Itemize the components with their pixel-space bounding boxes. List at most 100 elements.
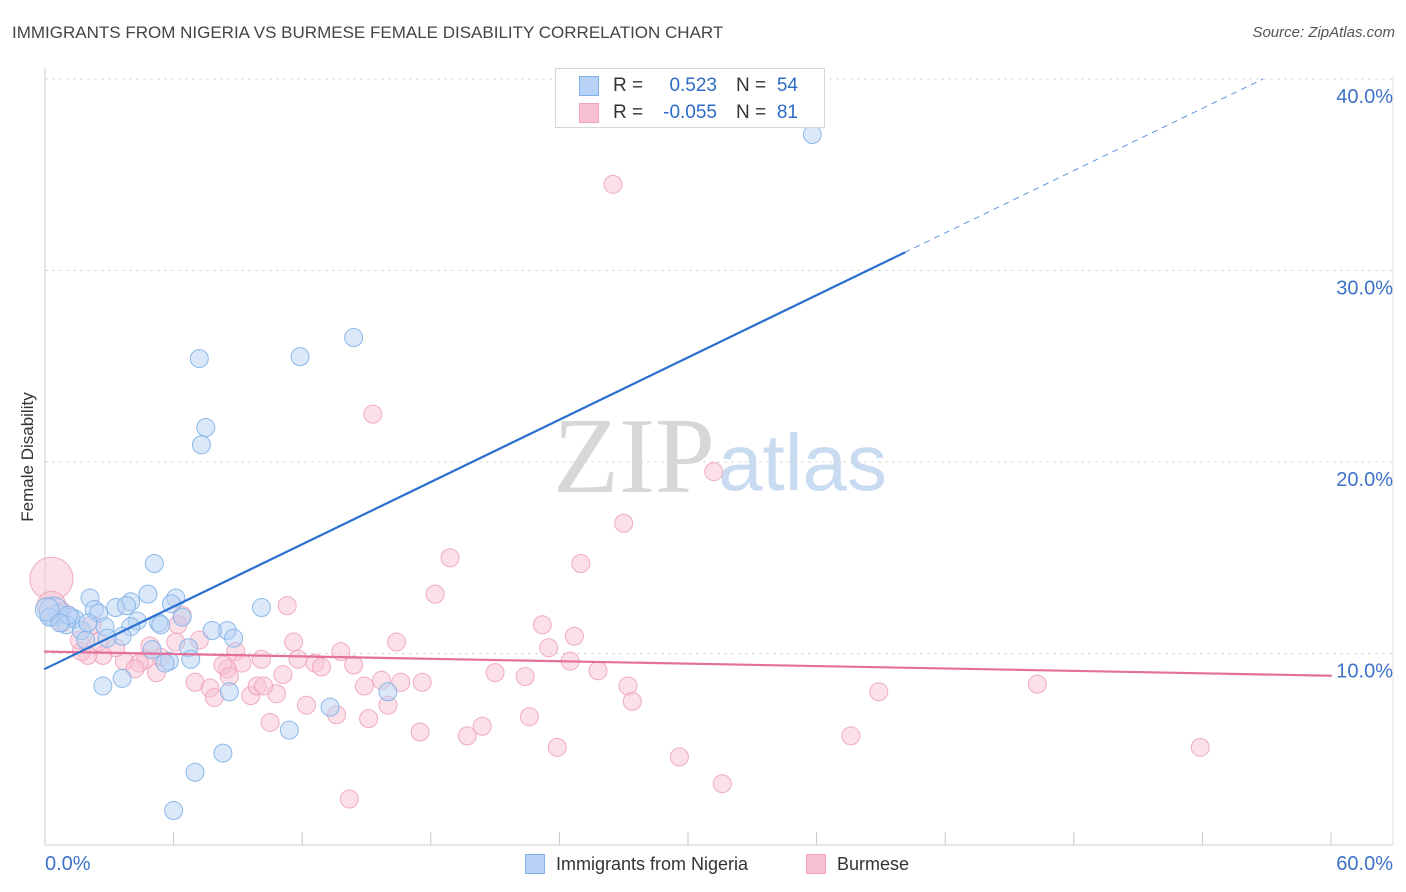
- immigrants-from-nigeria-point: [290, 347, 310, 367]
- burmese-point: [712, 774, 732, 794]
- burmese-point: [273, 665, 293, 685]
- immigrants-from-nigeria-point: [164, 801, 184, 821]
- legend-n-value-nigeria: 54: [776, 75, 798, 96]
- burmese-point: [472, 716, 492, 736]
- immigrants-from-nigeria-point: [219, 682, 239, 702]
- burmese-point: [547, 737, 567, 757]
- legend-row-burmese: R = -0.055 N = 81: [556, 100, 824, 127]
- series-legend-label-nigeria: Immigrants from Nigeria: [556, 854, 749, 874]
- burmese-point: [425, 584, 445, 604]
- immigrants-from-nigeria-point: [251, 598, 271, 618]
- immigrants-from-nigeria-point: [151, 615, 171, 635]
- series-legend-label-burmese: Burmese: [837, 854, 910, 874]
- burmese-point: [588, 661, 608, 681]
- y-axis-title: Female Disability: [18, 392, 37, 522]
- legend-swatch-nigeria: [579, 76, 599, 96]
- immigrants-from-nigeria-point: [112, 668, 132, 688]
- legend-n-label: N =: [736, 102, 767, 123]
- legend-row-nigeria: R = 0.523 N = 54: [556, 73, 824, 100]
- y-tick-label: 10.0%: [1336, 661, 1393, 683]
- x-tick-label-min: 0.0%: [45, 853, 91, 875]
- immigrants-from-nigeria-point: [802, 125, 822, 145]
- burmese-point: [260, 712, 280, 732]
- burmese-point: [339, 789, 359, 809]
- y-tick-label: 30.0%: [1336, 278, 1393, 300]
- immigrants-from-nigeria-point: [116, 596, 136, 616]
- burmese-trend-line: [43, 650, 1333, 677]
- immigrants-from-nigeria-point: [213, 743, 233, 763]
- legend-r-value-burmese: -0.055: [663, 102, 717, 123]
- burmese-point: [571, 553, 591, 573]
- immigrants-from-nigeria-point: [196, 418, 216, 438]
- burmese-point: [410, 722, 430, 742]
- chart-title: IMMIGRANTS FROM NIGERIA VS BURMESE FEMAL…: [12, 23, 724, 42]
- x-tick-label-max: 60.0%: [1336, 853, 1393, 875]
- axes: 0.0% 60.0%: [44, 68, 1394, 875]
- burmese-point: [614, 513, 634, 533]
- y-tick-label: 40.0%: [1336, 86, 1393, 108]
- burmese-point: [296, 695, 316, 715]
- burmese-point: [485, 663, 505, 683]
- burmese-point: [284, 632, 304, 652]
- burmese-point: [603, 174, 623, 194]
- legend-n-value-burmese: 81: [776, 102, 798, 123]
- burmese-point: [1190, 737, 1210, 757]
- burmese-point: [539, 638, 559, 658]
- burmese-point: [363, 404, 383, 424]
- burmese-point: [412, 672, 432, 692]
- gridlines: 10.0% 20.0% 30.0% 40.0%: [45, 78, 1393, 683]
- burmese-point: [622, 691, 642, 711]
- legend-swatch-burmese: [579, 103, 599, 123]
- legend-r-label: R =: [613, 75, 644, 96]
- immigrants-from-nigeria-point: [344, 328, 364, 348]
- y-tick-label: 20.0%: [1336, 469, 1393, 491]
- immigrants-from-nigeria-point: [185, 762, 205, 782]
- immigrants-from-nigeria-point: [202, 621, 222, 641]
- burmese-point: [532, 615, 552, 635]
- immigrants-from-nigeria-trend-line: [43, 251, 906, 670]
- burmese-point: [841, 726, 861, 746]
- immigrants-from-nigeria-point: [78, 613, 98, 633]
- burmese-point: [515, 666, 535, 686]
- burmese-point: [391, 672, 411, 692]
- immigrants-from-nigeria-trend-line-extension: [904, 78, 1264, 254]
- immigrants-from-nigeria-point: [224, 628, 244, 648]
- burmese-point: [311, 657, 331, 677]
- burmese-point: [457, 726, 477, 746]
- immigrants-from-nigeria-point: [279, 720, 299, 740]
- immigrants-from-nigeria-point: [181, 649, 201, 669]
- immigrants-from-nigeria-point: [155, 653, 175, 673]
- burmese-point: [288, 649, 308, 669]
- immigrants-from-nigeria-point: [378, 682, 398, 702]
- immigrants-from-nigeria-points: [34, 125, 822, 821]
- burmese-point: [277, 596, 297, 616]
- immigrants-from-nigeria-point: [93, 676, 113, 696]
- burmese-point: [440, 548, 460, 568]
- burmese-point: [869, 682, 889, 702]
- immigrants-from-nigeria-point: [189, 349, 209, 369]
- immigrants-from-nigeria-point: [320, 697, 340, 717]
- burmese-point: [1027, 674, 1047, 694]
- legend-n-label: N =: [736, 75, 767, 96]
- legend-r-value-nigeria: 0.523: [669, 75, 717, 96]
- immigrants-from-nigeria-point: [50, 613, 70, 633]
- watermark: ZIP atlas: [553, 397, 887, 516]
- burmese-point: [344, 655, 364, 675]
- immigrants-from-nigeria-point: [191, 435, 211, 455]
- burmese-point: [387, 632, 407, 652]
- legend-r-label: R =: [613, 102, 644, 123]
- burmese-point: [669, 747, 689, 767]
- burmese-point: [519, 707, 539, 727]
- burmese-point: [359, 709, 379, 729]
- immigrants-from-nigeria-point: [142, 640, 162, 660]
- burmese-point: [254, 676, 274, 696]
- burmese-point: [354, 676, 374, 696]
- immigrants-from-nigeria-point: [138, 584, 158, 604]
- series-legend-swatch-burmese: [806, 854, 826, 874]
- burmese-point: [564, 626, 584, 646]
- source-credit: Source: ZipAtlas.com: [1252, 24, 1395, 41]
- burmese-point: [704, 462, 724, 482]
- burmese-point: [251, 649, 271, 669]
- immigrants-from-nigeria-point: [172, 607, 192, 627]
